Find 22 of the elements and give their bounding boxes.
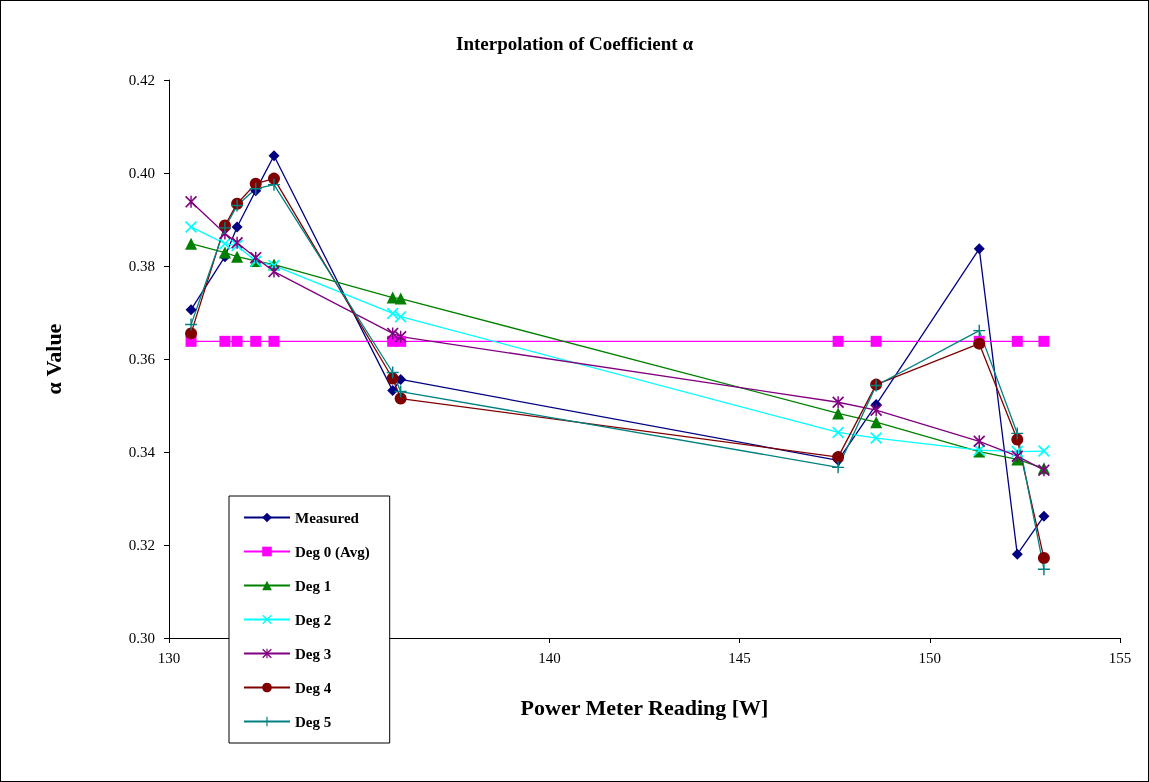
legend-label: Deg 3 <box>295 645 332 662</box>
y-tick-label: 0.40 <box>128 165 155 181</box>
x-tick-label: 130 <box>157 649 181 666</box>
legend-label: Deg 4 <box>295 679 332 696</box>
y-tick-label: 0.36 <box>128 351 156 367</box>
x-tick-label: 145 <box>728 649 751 666</box>
y-tick-label: 0.34 <box>128 444 156 460</box>
chart-title: Interpolation of Coefficient α <box>456 33 694 54</box>
legend-label: Measured <box>295 509 360 526</box>
y-axis-title: α Value <box>40 323 66 395</box>
x-axis-title: Power Meter Reading [W] <box>520 694 769 720</box>
y-tick-label: 0.38 <box>128 258 155 274</box>
x-tick-label: 150 <box>918 649 942 666</box>
y-tick-label: 0.42 <box>128 72 155 88</box>
legend-label: Deg 0 (Avg) <box>295 543 370 561</box>
legend-label: Deg 5 <box>295 713 332 730</box>
legend-label: Deg 1 <box>295 577 332 594</box>
legend-label: Deg 2 <box>295 611 332 628</box>
y-tick-label: 0.32 <box>128 537 155 553</box>
x-tick-label: 155 <box>1108 649 1132 666</box>
x-tick-label: 140 <box>538 649 561 666</box>
y-tick-label: 0.30 <box>128 630 155 646</box>
